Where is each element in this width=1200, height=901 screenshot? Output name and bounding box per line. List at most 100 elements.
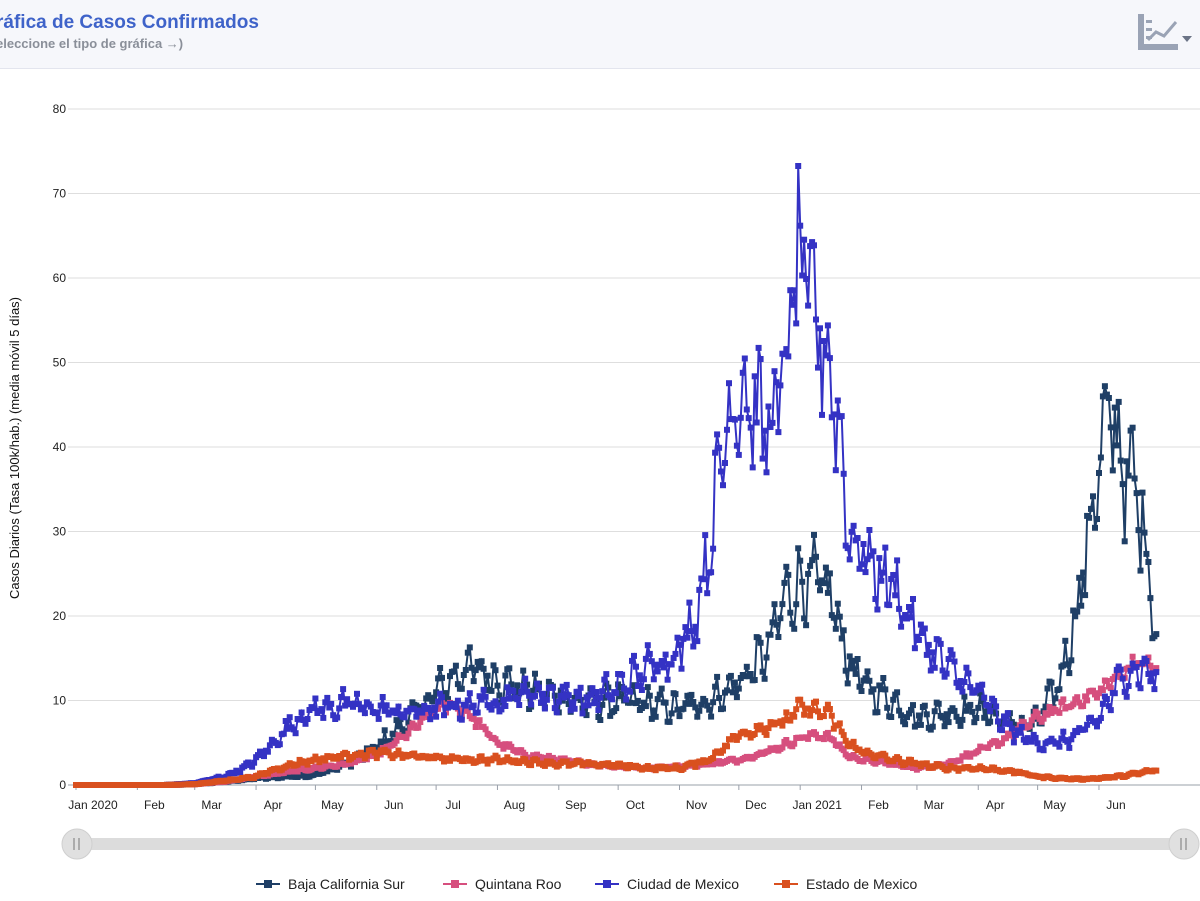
data-point[interactable] bbox=[1096, 690, 1102, 697]
data-point[interactable] bbox=[1153, 767, 1160, 774]
data-point[interactable] bbox=[807, 243, 814, 250]
data-point[interactable] bbox=[824, 729, 831, 736]
data-point[interactable] bbox=[850, 657, 857, 664]
data-point[interactable] bbox=[1001, 713, 1007, 720]
data-point[interactable] bbox=[846, 556, 853, 563]
data-point[interactable] bbox=[815, 364, 821, 371]
data-point[interactable] bbox=[1060, 728, 1067, 735]
data-point[interactable] bbox=[775, 634, 782, 640]
data-point[interactable] bbox=[312, 695, 319, 702]
data-point[interactable] bbox=[943, 670, 950, 677]
data-point[interactable] bbox=[957, 757, 964, 764]
data-point[interactable] bbox=[282, 718, 289, 724]
data-point[interactable] bbox=[480, 665, 487, 672]
data-point[interactable] bbox=[753, 723, 760, 729]
data-point[interactable] bbox=[983, 708, 990, 715]
data-point[interactable] bbox=[565, 701, 572, 707]
series-baja-california-sur[interactable] bbox=[73, 383, 1160, 788]
data-point[interactable] bbox=[898, 623, 905, 630]
data-point[interactable] bbox=[336, 705, 343, 712]
data-point[interactable] bbox=[720, 482, 726, 489]
data-point[interactable] bbox=[522, 675, 529, 682]
data-point[interactable] bbox=[1040, 715, 1047, 722]
data-point[interactable] bbox=[476, 693, 483, 700]
data-point[interactable] bbox=[623, 696, 630, 703]
data-point[interactable] bbox=[559, 697, 566, 704]
data-point[interactable] bbox=[783, 737, 790, 743]
data-point[interactable] bbox=[423, 695, 430, 702]
data-point[interactable] bbox=[902, 612, 909, 618]
data-point[interactable] bbox=[1105, 395, 1112, 401]
data-point[interactable] bbox=[597, 694, 604, 701]
data-point[interactable] bbox=[915, 637, 922, 643]
data-point[interactable] bbox=[714, 431, 721, 438]
data-point[interactable] bbox=[583, 694, 590, 701]
data-point[interactable] bbox=[900, 615, 907, 622]
data-point[interactable] bbox=[767, 631, 774, 638]
legend-item-ciudad-de-mexico[interactable]: Ciudad de Mexico bbox=[595, 872, 739, 896]
data-point[interactable] bbox=[779, 744, 786, 751]
data-point[interactable] bbox=[500, 745, 507, 752]
data-point[interactable] bbox=[876, 555, 883, 562]
data-point[interactable] bbox=[797, 696, 804, 703]
data-point[interactable] bbox=[765, 725, 772, 732]
data-point[interactable] bbox=[795, 545, 802, 552]
data-point[interactable] bbox=[739, 369, 746, 376]
data-point[interactable] bbox=[718, 468, 724, 475]
data-point[interactable] bbox=[579, 710, 586, 717]
data-point[interactable] bbox=[383, 702, 390, 709]
data-point[interactable] bbox=[824, 589, 831, 596]
data-point[interactable] bbox=[894, 689, 901, 696]
data-point[interactable] bbox=[860, 541, 867, 547]
data-point[interactable] bbox=[720, 705, 726, 712]
data-point[interactable] bbox=[789, 301, 796, 308]
data-point[interactable] bbox=[822, 706, 829, 713]
data-point[interactable] bbox=[1070, 732, 1077, 739]
data-point[interactable] bbox=[975, 704, 982, 711]
data-point[interactable] bbox=[589, 685, 596, 692]
data-point[interactable] bbox=[894, 557, 901, 564]
data-point[interactable] bbox=[530, 687, 537, 694]
data-point[interactable] bbox=[969, 708, 976, 715]
data-point[interactable] bbox=[771, 368, 778, 375]
data-point[interactable] bbox=[1070, 701, 1077, 708]
data-point[interactable] bbox=[334, 714, 341, 721]
data-point[interactable] bbox=[328, 700, 335, 707]
data-point[interactable] bbox=[468, 664, 475, 671]
data-point[interactable] bbox=[284, 725, 291, 732]
data-point[interactable] bbox=[1094, 694, 1100, 701]
data-point[interactable] bbox=[777, 382, 784, 389]
data-point[interactable] bbox=[735, 685, 742, 692]
data-point[interactable] bbox=[631, 682, 637, 689]
data-point[interactable] bbox=[466, 690, 473, 697]
chart-type-menu-button[interactable] bbox=[1136, 12, 1196, 54]
data-point[interactable] bbox=[492, 698, 499, 705]
data-point[interactable] bbox=[504, 684, 511, 691]
data-point[interactable] bbox=[1096, 470, 1102, 476]
data-point[interactable] bbox=[294, 761, 301, 768]
data-point[interactable] bbox=[773, 621, 780, 628]
data-point[interactable] bbox=[500, 697, 507, 703]
data-point[interactable] bbox=[727, 736, 734, 743]
data-point[interactable] bbox=[807, 712, 814, 719]
data-point[interactable] bbox=[237, 769, 244, 776]
data-point[interactable] bbox=[1099, 700, 1106, 707]
data-point[interactable] bbox=[452, 704, 459, 711]
data-point[interactable] bbox=[836, 613, 843, 620]
data-point[interactable] bbox=[890, 572, 897, 578]
data-point[interactable] bbox=[787, 609, 794, 616]
data-point[interactable] bbox=[737, 414, 744, 421]
data-point[interactable] bbox=[597, 717, 604, 723]
data-point[interactable] bbox=[710, 755, 717, 761]
data-point[interactable] bbox=[977, 690, 984, 697]
data-point[interactable] bbox=[781, 351, 788, 358]
data-point[interactable] bbox=[1145, 559, 1152, 565]
data-point[interactable] bbox=[832, 625, 839, 632]
data-point[interactable] bbox=[494, 754, 501, 761]
data-point[interactable] bbox=[886, 602, 893, 609]
data-point[interactable] bbox=[858, 688, 865, 694]
data-point[interactable] bbox=[445, 704, 451, 711]
data-point[interactable] bbox=[555, 698, 562, 705]
data-point[interactable] bbox=[820, 580, 827, 587]
data-point[interactable] bbox=[710, 545, 717, 552]
